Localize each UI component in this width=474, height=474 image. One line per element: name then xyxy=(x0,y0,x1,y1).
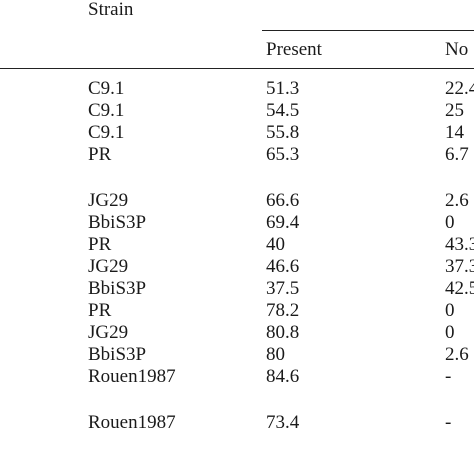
present-cell: 78.2 xyxy=(266,300,300,321)
header-rule xyxy=(0,68,474,69)
no-cell: 0 xyxy=(445,322,455,343)
strain-cell: JG29 xyxy=(88,256,129,277)
no-cell: 37.3 xyxy=(445,256,474,277)
no-cell: 42.5 xyxy=(445,278,474,299)
strain-cell: BbiS3P xyxy=(88,278,147,299)
strain-column-header: Strain xyxy=(88,0,134,20)
table-row: PR 65.3 6.7 xyxy=(0,144,474,166)
strain-cell: BbiS3P xyxy=(88,212,147,233)
table-row: C9.1 51.3 22.4 xyxy=(0,78,474,100)
strain-cell: C9.1 xyxy=(88,122,125,143)
table-row: BbiS3P 80 2.6 xyxy=(0,344,474,366)
present-cell: 46.6 xyxy=(266,256,300,277)
table-row: C9.1 55.8 14 xyxy=(0,122,474,144)
present-cell: 55.8 xyxy=(266,122,300,143)
present-cell: 40 xyxy=(266,234,285,255)
no-cell: 43.3 xyxy=(445,234,474,255)
table-row: PR 78.2 0 xyxy=(0,300,474,322)
present-cell: 66.6 xyxy=(266,190,300,211)
present-cell: 51.3 xyxy=(266,78,300,99)
no-cell: 25 xyxy=(445,100,464,121)
strain-cell: PR xyxy=(88,144,112,165)
no-cell: 22.4 xyxy=(445,78,474,99)
no-cell: - xyxy=(445,366,452,387)
table-row: BbiS3P 69.4 0 xyxy=(0,212,474,234)
no-column-header: No xyxy=(445,39,469,60)
present-column-header: Present xyxy=(266,39,322,60)
present-cell: 80.8 xyxy=(266,322,300,343)
present-cell: 37.5 xyxy=(266,278,300,299)
table-row: JG29 46.6 37.3 xyxy=(0,256,474,278)
table-row: BbiS3P 37.5 42.5 xyxy=(0,278,474,300)
strain-cell: Rouen1987 xyxy=(88,412,176,433)
strain-cell: C9.1 xyxy=(88,100,125,121)
present-cell: 80 xyxy=(266,344,285,365)
no-cell: 0 xyxy=(445,212,455,233)
strain-cell: JG29 xyxy=(88,190,129,211)
present-cell: 65.3 xyxy=(266,144,300,165)
strain-cell: Rouen1987 xyxy=(88,366,176,387)
present-cell: 84.6 xyxy=(266,366,300,387)
subheader-rule xyxy=(262,30,474,31)
present-cell: 54.5 xyxy=(266,100,300,121)
table-row: PR 40 43.3 xyxy=(0,234,474,256)
no-cell: 14 xyxy=(445,122,464,143)
table-row: C9.1 54.5 25 xyxy=(0,100,474,122)
present-cell: 69.4 xyxy=(266,212,300,233)
present-cell: 73.4 xyxy=(266,412,300,433)
strain-cell: PR xyxy=(88,300,112,321)
strain-cell: PR xyxy=(88,234,112,255)
table-row: Rouen1987 73.4 - xyxy=(0,412,474,434)
strain-cell: BbiS3P xyxy=(88,344,147,365)
no-cell: 2.6 xyxy=(445,344,469,365)
strain-cell: C9.1 xyxy=(88,78,125,99)
table-row: JG29 80.8 0 xyxy=(0,322,474,344)
no-cell: - xyxy=(445,412,452,433)
table-row: JG29 66.6 2.6 xyxy=(0,190,474,212)
no-cell: 2.6 xyxy=(445,190,469,211)
strain-cell: JG29 xyxy=(88,322,129,343)
no-cell: 0 xyxy=(445,300,455,321)
table-row: Rouen1987 84.6 - xyxy=(0,366,474,388)
no-cell: 6.7 xyxy=(445,144,469,165)
